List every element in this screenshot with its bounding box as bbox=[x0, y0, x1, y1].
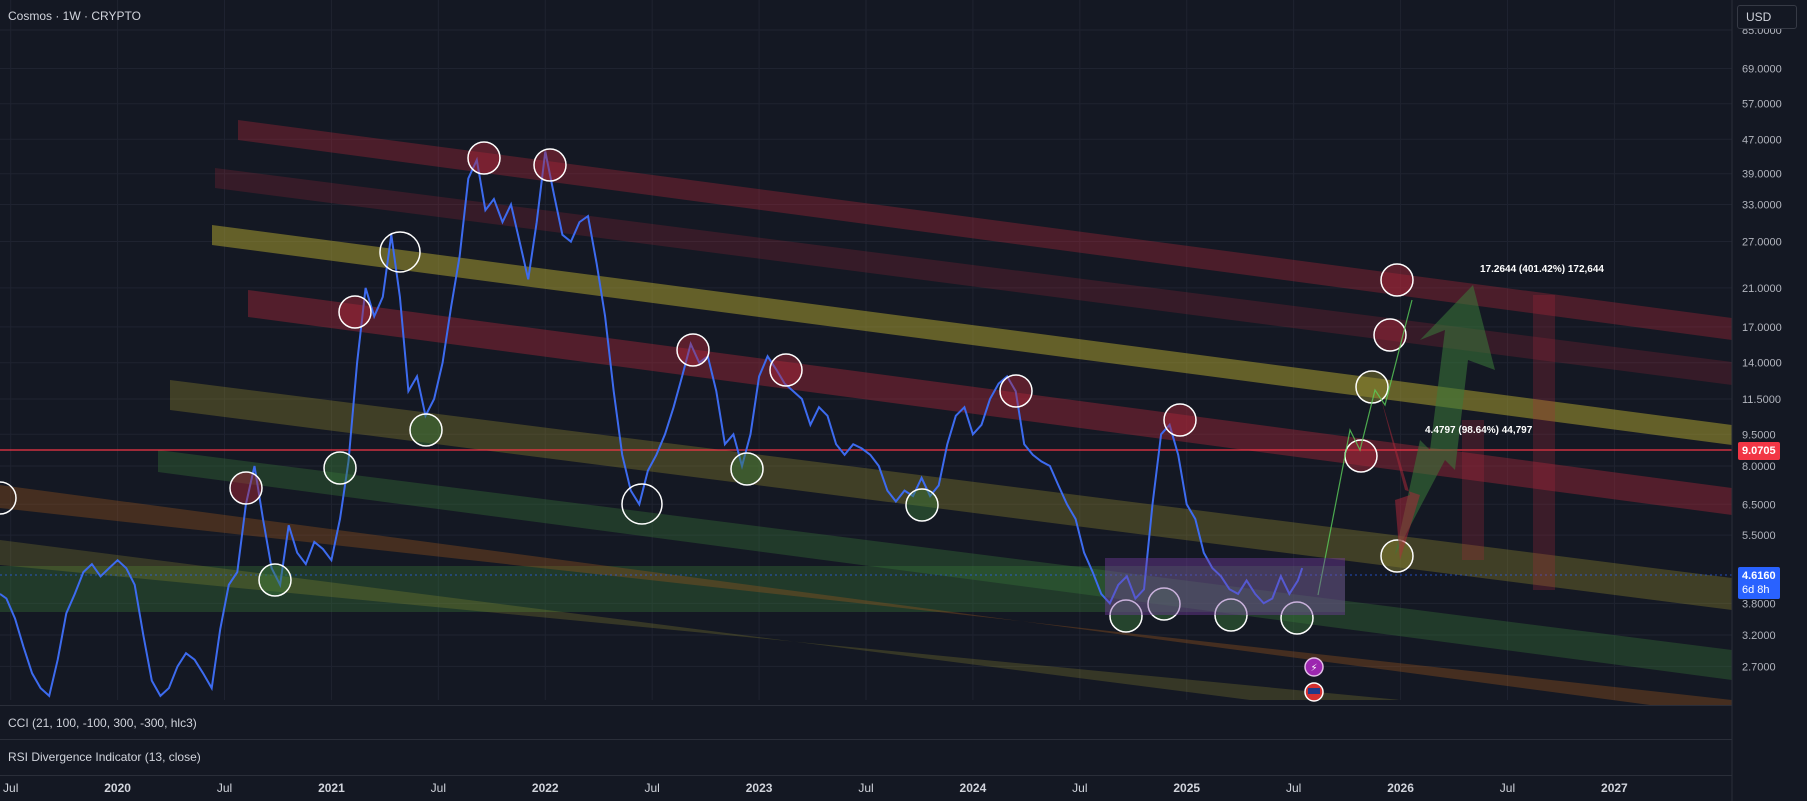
projection-arrows: 17.2644 (401.42%) 172,644 4.4797 (98.64%… bbox=[1317, 264, 1604, 596]
pivot-circle bbox=[676, 333, 710, 367]
big-green-arrow bbox=[1395, 285, 1495, 555]
pivot-circle bbox=[0, 481, 17, 515]
event-icons: ⚡ bbox=[1304, 657, 1324, 702]
green-zone bbox=[0, 566, 1345, 612]
last-price-badge: 4.6160 6d 8h bbox=[1738, 567, 1780, 599]
price-axis: 85.000069.000057.000047.000039.000033.00… bbox=[1742, 25, 1782, 673]
x-tick-label: 2020 bbox=[104, 781, 131, 795]
y-tick-label: 3.8000 bbox=[1742, 598, 1776, 610]
orange-band bbox=[0, 485, 1732, 705]
pivot-circle bbox=[1109, 599, 1143, 633]
x-tick-label: Jul bbox=[217, 781, 232, 795]
pivot-circle bbox=[409, 413, 443, 447]
yellow-band-mid bbox=[170, 380, 1732, 610]
pivot-circle bbox=[1163, 403, 1197, 437]
pivot-circle bbox=[323, 451, 357, 485]
y-tick-label: 17.0000 bbox=[1742, 322, 1782, 334]
cci-indicator-row[interactable]: CCI (21, 100, -100, 300, -300, hlc3) bbox=[0, 705, 1732, 739]
pivot-circle bbox=[1147, 587, 1181, 621]
pivot-circle bbox=[229, 471, 263, 505]
x-tick-label: Jul bbox=[1500, 781, 1515, 795]
red-band-mid bbox=[248, 290, 1732, 515]
svg-text:⚡: ⚡ bbox=[1310, 663, 1317, 674]
x-tick-label: 2025 bbox=[1173, 781, 1200, 795]
pivot-circle bbox=[258, 563, 292, 597]
x-tick-label: 2022 bbox=[532, 781, 559, 795]
x-tick-label: 2023 bbox=[746, 781, 773, 795]
price-series-line bbox=[0, 151, 1304, 698]
pivot-circle bbox=[467, 141, 501, 175]
consolidation-zone bbox=[1105, 558, 1345, 615]
x-tick-label: Jul bbox=[1072, 781, 1087, 795]
rsi-indicator-row[interactable]: RSI Divergence Indicator (13, close) bbox=[0, 739, 1732, 773]
red-band-top bbox=[238, 120, 1732, 340]
time-axis: Jul 2020 Jul 2021 Jul 2022 Jul 2023 Jul 2024 Jul 20… bbox=[3, 781, 1628, 795]
y-tick-label: 69.0000 bbox=[1742, 63, 1782, 75]
lower-target-label: 4.4797 (98.64%) 44,797 bbox=[1425, 425, 1533, 436]
x-tick-label: Jul bbox=[1286, 781, 1301, 795]
rsi-indicator-label: RSI Divergence Indicator (13, close) bbox=[8, 750, 201, 764]
y-tick-label: 3.2000 bbox=[1742, 630, 1776, 642]
y-tick-label: 47.0000 bbox=[1742, 134, 1782, 146]
y-tick-label: 57.0000 bbox=[1742, 99, 1782, 111]
channel-bands bbox=[0, 120, 1732, 705]
pivot-circle bbox=[1380, 263, 1414, 297]
y-tick-label: 21.0000 bbox=[1742, 283, 1782, 295]
pivot-circle bbox=[621, 483, 663, 525]
x-tick-label: Jul bbox=[3, 781, 18, 795]
pivot-circle bbox=[533, 148, 567, 182]
red-range-bar-2 bbox=[1533, 295, 1555, 590]
cci-indicator-label: CCI (21, 100, -100, 300, -300, hlc3) bbox=[8, 716, 197, 730]
x-tick-label: 2026 bbox=[1387, 781, 1414, 795]
x-tick-label: Jul bbox=[645, 781, 660, 795]
y-tick-label: 39.0000 bbox=[1742, 169, 1782, 181]
pivot-circle bbox=[1214, 598, 1248, 632]
level-badge: 9.0705 bbox=[1738, 442, 1780, 460]
y-tick-label: 9.5000 bbox=[1742, 429, 1776, 441]
x-tick-label: 2024 bbox=[960, 781, 987, 795]
y-tick-label: 5.5000 bbox=[1742, 530, 1776, 542]
projection-path bbox=[1317, 299, 1413, 596]
y-tick-label: 11.5000 bbox=[1742, 394, 1781, 406]
pivot-circle bbox=[769, 353, 803, 387]
pivot-circle bbox=[730, 452, 764, 486]
y-tick-label: 14.0000 bbox=[1742, 358, 1782, 370]
last-price-value: 4.6160 bbox=[1742, 570, 1776, 582]
y-tick-label: 27.0000 bbox=[1742, 237, 1782, 249]
red-band-upper bbox=[215, 168, 1732, 385]
x-tick-label: 2027 bbox=[1601, 781, 1628, 795]
y-tick-label: 6.5000 bbox=[1742, 499, 1776, 511]
upper-target-label: 17.2644 (401.42%) 172,644 bbox=[1480, 264, 1604, 275]
time-axis-bar bbox=[0, 775, 1732, 801]
y-tick-label: 33.0000 bbox=[1742, 200, 1782, 212]
pivot-circle bbox=[999, 374, 1033, 408]
yellow-band-upper bbox=[212, 225, 1732, 445]
x-tick-label: Jul bbox=[431, 781, 446, 795]
x-tick-label: 2021 bbox=[318, 781, 345, 795]
chart-title: Cosmos · 1W · CRYPTO bbox=[8, 9, 141, 23]
pivot-circle bbox=[338, 295, 372, 329]
y-tick-label: 8.0000 bbox=[1742, 461, 1776, 473]
countdown-value: 6d 8h bbox=[1742, 584, 1770, 596]
y-tick-label: 2.7000 bbox=[1742, 661, 1776, 673]
red-down-arrow bbox=[1380, 395, 1420, 560]
pivot-circle bbox=[379, 231, 421, 273]
pivot-circle bbox=[905, 488, 939, 522]
currency-button[interactable]: USD bbox=[1737, 5, 1797, 29]
chart-grid bbox=[0, 0, 1732, 700]
pivot-circle bbox=[1280, 601, 1314, 635]
pivot-circle bbox=[1380, 539, 1414, 573]
pivot-circle bbox=[1355, 370, 1389, 404]
lightning-icon bbox=[1304, 657, 1324, 677]
red-range-bar-1 bbox=[1462, 420, 1484, 560]
pivot-circle bbox=[1373, 318, 1407, 352]
x-tick-label: Jul bbox=[858, 781, 873, 795]
green-band bbox=[158, 450, 1732, 680]
